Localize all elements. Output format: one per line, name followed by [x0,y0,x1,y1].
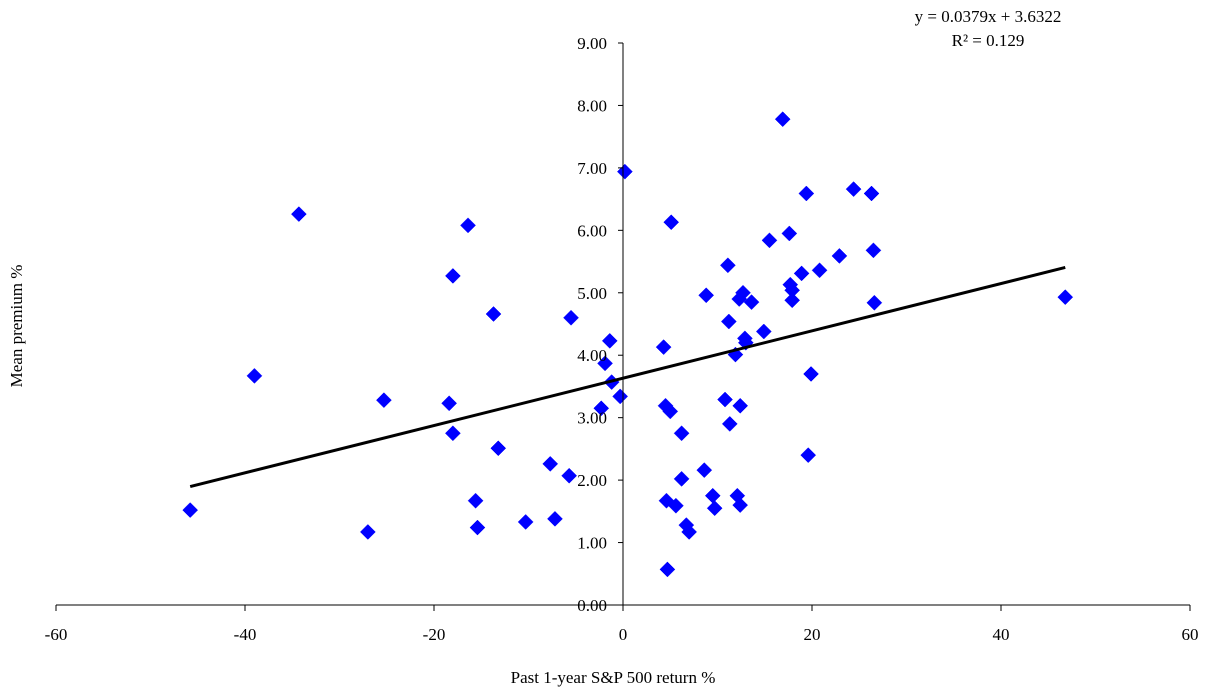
y-tick-label: 2.00 [577,471,607,490]
data-point [359,524,376,540]
data-point [441,395,457,412]
y-tick-label: 0.00 [577,596,607,615]
data-point [696,462,713,478]
data-point [542,456,559,472]
data-point [1057,289,1074,306]
y-tick-label: 9.00 [577,34,607,53]
data-point [561,467,577,484]
trendline [189,265,1066,489]
data-point [291,206,307,222]
data-point [803,366,819,382]
data-point [721,416,738,432]
data-point [698,287,715,304]
data-point [704,487,721,504]
trendline-r2-label: R² = 0.129 [952,31,1025,50]
data-point [517,514,534,530]
y-axis-title: Mean premium % [7,265,26,388]
data-point [460,217,476,234]
data-point [182,502,199,518]
data-point [490,440,507,457]
y-tick-label: 5.00 [577,284,607,303]
data-point [601,333,618,349]
data-point [720,313,737,330]
data-point [793,265,810,282]
data-point [663,214,680,231]
data-point [706,500,723,517]
data-point [445,425,461,442]
data-point [246,367,263,384]
data-point [866,294,883,311]
data-point [732,497,749,513]
data-point [784,292,801,309]
data-point [617,163,633,180]
data-point [593,400,610,417]
data-point [717,391,733,408]
x-axis-title: Past 1-year S&P 500 return % [511,668,716,687]
data-point [800,447,817,463]
data-point [831,248,848,264]
data-point [469,519,486,536]
data-point [662,403,679,420]
x-tick-label: 20 [804,625,821,644]
y-tick-label: 3.00 [577,409,607,428]
data-points [182,111,1074,578]
data-point [612,388,629,405]
data-point [761,232,778,249]
y-tick-label: 1.00 [577,534,607,553]
data-point [755,323,772,340]
data-point [655,339,672,355]
data-point [811,262,828,279]
y-tick-label: 8.00 [577,96,607,115]
y-tick-label: 4.00 [577,346,607,365]
data-point [673,425,690,442]
data-point [547,510,563,527]
data-point [732,397,749,414]
data-point [720,257,736,274]
data-point [681,524,698,540]
data-point [376,392,392,409]
data-point [735,284,751,301]
data-point [781,225,798,242]
x-tick-label: 40 [993,625,1010,644]
tick-labels: -60 -40 -20 0 20 40 60 0.00 1.00 2.00 3.00 4.00 5.00… [45,34,1199,644]
data-point [445,268,461,284]
data-point [563,309,579,326]
data-point [668,497,684,514]
x-tick-label: 60 [1182,625,1199,644]
y-tick-label: 7.00 [577,159,607,178]
data-point [774,111,791,128]
data-point [743,294,760,310]
data-point [485,306,502,322]
trendline-layer [189,265,1066,489]
x-tick-label: 0 [619,625,628,644]
data-point [863,185,880,202]
data-point [798,185,815,202]
data-point [597,355,613,372]
x-tick-label: -20 [423,625,446,644]
data-point [865,242,882,259]
x-tick-label: -40 [234,625,257,644]
data-point [673,471,690,487]
trendline-equation-label: y = 0.0379x + 3.6322 [915,7,1062,26]
x-tick-label: -60 [45,625,68,644]
y-tick-label: 6.00 [577,221,607,240]
axes [55,42,1191,611]
data-point [467,492,484,509]
data-point [845,181,862,197]
data-point [659,561,676,578]
